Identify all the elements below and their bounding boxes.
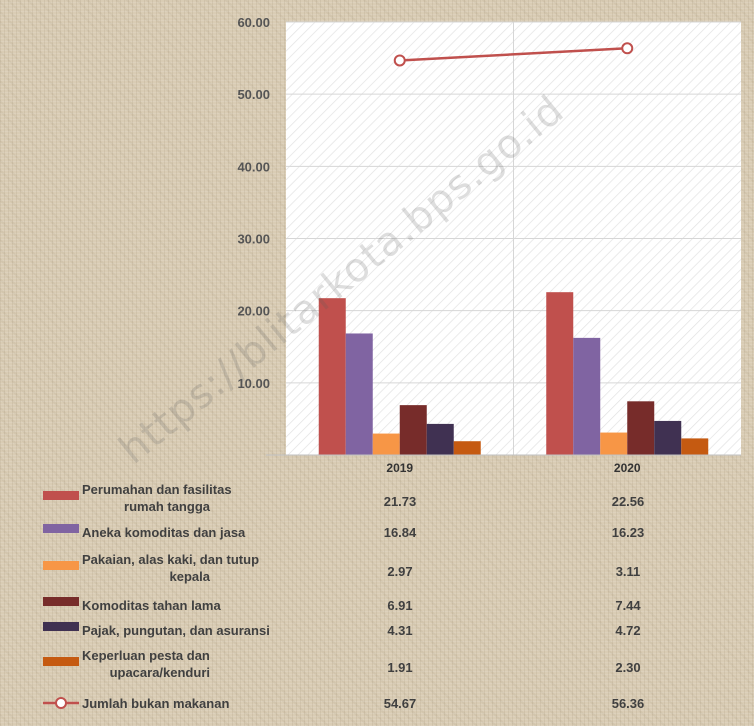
y-tick-label: 30.00 <box>237 232 270 247</box>
legend-label: Pajak, pungutan, dan asuransi <box>82 623 270 638</box>
legend-swatch <box>43 561 79 570</box>
x-tick-label: 2020 <box>614 461 641 475</box>
data-value: 2.30 <box>615 660 640 675</box>
legend-swatch-marker <box>55 697 67 709</box>
bar <box>372 433 400 455</box>
legend-label: Komoditas tahan lama <box>82 598 221 613</box>
data-value: 16.23 <box>612 525 645 540</box>
axes: 60.00 50.00 40.00 30.00 20.00 10.00 2019 2020 <box>237 15 741 475</box>
y-tick-label: 50.00 <box>237 87 270 102</box>
data-value: 22.56 <box>612 494 645 509</box>
bar <box>318 298 346 455</box>
legend-label: Keperluan pesta dan <box>82 648 210 663</box>
y-tick-label: 60.00 <box>237 15 270 30</box>
line-point <box>393 54 406 67</box>
data-value: 6.91 <box>387 598 412 613</box>
y-tick-label: 20.00 <box>237 304 270 319</box>
legend-label: Pakaian, alas kaki, dan tutup <box>82 552 259 567</box>
data-value: 4.72 <box>615 623 640 638</box>
legend-label: kepala <box>170 569 211 584</box>
legend-swatch <box>43 622 79 631</box>
data-value: 1.91 <box>387 660 412 675</box>
bar <box>426 423 454 455</box>
data-value: 21.73 <box>384 494 417 509</box>
legend-swatch <box>43 657 79 666</box>
y-tick-label: 10.00 <box>237 376 270 391</box>
legend-label: Perumahan dan fasilitas <box>82 482 232 497</box>
legend-label: Jumlah bukan makanan <box>82 696 229 711</box>
data-value: 4.31 <box>387 623 412 638</box>
bars <box>318 292 709 455</box>
legend-label: rumah tangga <box>124 499 211 514</box>
bar <box>573 337 601 455</box>
total-line <box>393 42 634 67</box>
data-table: Perumahan dan fasilitas rumah tangga 21.73… <box>43 482 644 711</box>
legend-label: Aneka komoditas dan jasa <box>82 525 246 540</box>
data-value: 16.84 <box>384 525 417 540</box>
legend-label: upacara/kenduri <box>110 665 210 680</box>
legend-swatch <box>43 491 79 500</box>
data-value: 3.11 <box>616 564 641 579</box>
data-value: 56.36 <box>612 696 645 711</box>
bar <box>681 438 709 455</box>
bar <box>654 420 682 455</box>
bar <box>600 432 628 455</box>
legend-swatch <box>43 597 79 606</box>
data-value: 2.97 <box>387 564 412 579</box>
bar <box>546 292 574 455</box>
bar <box>345 333 373 455</box>
data-value: 7.44 <box>615 598 641 613</box>
y-tick-label: 40.00 <box>237 159 270 174</box>
gridlines <box>286 21 741 455</box>
data-value: 54.67 <box>384 696 417 711</box>
line-point <box>621 42 634 55</box>
x-tick-label: 2019 <box>386 461 413 475</box>
bar <box>399 405 427 455</box>
bar <box>627 401 655 455</box>
bar <box>453 441 481 455</box>
legend-swatch <box>43 524 79 533</box>
series-line <box>399 47 628 62</box>
